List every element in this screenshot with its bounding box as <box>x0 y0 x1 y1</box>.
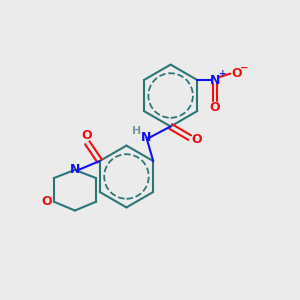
Text: +: + <box>219 69 226 78</box>
Text: O: O <box>231 67 242 80</box>
Text: N: N <box>141 131 152 144</box>
Text: O: O <box>191 133 202 146</box>
Text: N: N <box>70 164 80 176</box>
Text: O: O <box>210 101 220 114</box>
Text: H: H <box>131 126 141 136</box>
Text: O: O <box>81 129 92 142</box>
Text: N: N <box>210 74 220 87</box>
Text: O: O <box>41 195 52 208</box>
Text: −: − <box>240 63 249 73</box>
